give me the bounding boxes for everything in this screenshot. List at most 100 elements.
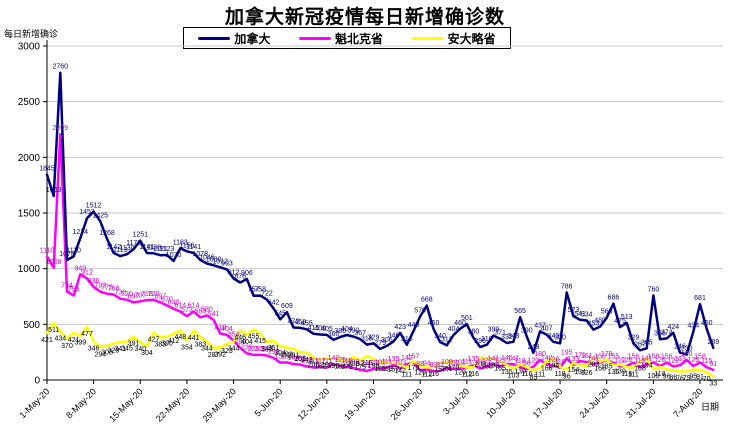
point-label-安大略省: 189 (368, 363, 380, 370)
point-label-安大略省: 308 (101, 350, 113, 357)
point-label-加拿大: 332 (501, 334, 513, 341)
point-label-加拿大: 455 (301, 320, 313, 327)
point-label-安大略省: 216 (361, 360, 373, 367)
point-label-加拿大: 267 (634, 341, 646, 348)
point-label-魁北克省: 1110 (40, 247, 55, 254)
point-label-魁北克省: 111 (461, 359, 472, 366)
point-label-安大略省: 446 (234, 334, 246, 341)
point-label-加拿大: 407 (541, 326, 553, 333)
point-label-魁北克省: 108 (441, 359, 453, 366)
point-label-安大略省: 203 (308, 361, 320, 368)
point-label-魁北克省: 121 (301, 358, 313, 365)
point-label-魁北克省: 239 (241, 344, 253, 351)
point-label-安大略省: 185 (481, 363, 493, 370)
point-label-魁北克省: 180 (681, 351, 693, 358)
point-label-安大略省: 341 (114, 346, 126, 353)
point-label-加拿大: 1130 (119, 245, 134, 252)
y-tick-label: 1000 (18, 264, 41, 275)
point-label-加拿大: 330 (554, 334, 566, 341)
point-label-加拿大: 405 (321, 326, 333, 333)
point-label-魁北克省: 707 (134, 292, 146, 299)
point-label-安大略省: 185 (601, 363, 613, 370)
point-label-安大略省: 329 (108, 347, 120, 354)
point-label-加拿大: 758 (254, 287, 266, 294)
point-label-安大略省: 203 (588, 361, 600, 368)
point-label-加拿大: 472 (288, 319, 300, 326)
x-tick-label: 31-Jul-20 (624, 386, 658, 420)
y-tick-label: 2000 (18, 153, 41, 164)
x-tick-label: 12-Jun-20 (296, 386, 332, 422)
point-label-加拿大: 1141 (186, 244, 201, 251)
point-label-魁北克省: 94 (423, 361, 431, 368)
point-label-安大略省: 477 (81, 331, 93, 338)
point-label-魁北克省: 142 (328, 355, 340, 362)
point-label-加拿大: 1156 (179, 242, 194, 249)
point-label-加拿大: 1176 (126, 240, 141, 247)
point-label-安大略省: 292 (214, 352, 226, 359)
point-label-安大略省: 427 (148, 337, 160, 344)
point-label-魁北克省: 161 (581, 353, 593, 360)
point-label-安大略省: 441 (188, 335, 200, 342)
x-tick-label: 29-May-20 (200, 386, 237, 423)
line-swatch-canada (198, 36, 231, 40)
point-label-加拿大: 1078 (193, 251, 209, 258)
chart-title: 加拿大新冠疫情每日新增确诊数 (224, 7, 505, 28)
point-label-加拿大: 343 (508, 333, 520, 340)
y-axis-title: 每日新增确诊 (4, 29, 59, 39)
point-label-加拿大: 230 (681, 345, 693, 352)
point-label-魁北克省: 126 (621, 357, 633, 364)
point-label-魁北克省: 614 (188, 303, 200, 310)
point-label-魁北克省: 195 (561, 349, 573, 356)
point-label-魁北克省: 354 (228, 332, 240, 339)
point-label-魁北克省: 133 (674, 356, 686, 363)
point-label-魁北克省: 697 (154, 293, 166, 300)
point-label-加拿大: 565 (514, 308, 526, 315)
point-label-魁北克省: 158 (594, 353, 606, 360)
point-label-加拿大: 329 (628, 334, 640, 341)
point-label-魁北克省: 88 (416, 361, 424, 368)
point-label-魁北克省: 126 (687, 357, 699, 364)
x-tick-label: 5-Jun-20 (252, 386, 284, 418)
point-label-魁北克省: 91 (709, 361, 717, 368)
point-label-魁北克省: 96 (523, 360, 531, 367)
point-label-安大略省: 161 (374, 366, 386, 373)
line-swatch-ontario (411, 36, 444, 40)
point-label-安大略省: 251 (294, 356, 306, 363)
point-label-安大略省: 383 (154, 341, 166, 348)
point-label-安大略省: 292 (281, 352, 293, 359)
point-label-安大略省: 170 (448, 365, 460, 372)
point-label-安大略省: 116 (468, 371, 479, 378)
point-label-加拿大: 329 (368, 334, 380, 341)
point-label-魁北克省: 80 (430, 362, 438, 369)
point-label-安大略省: 511 (48, 327, 59, 334)
point-label-安大略省: 390 (161, 341, 173, 348)
point-label-安大略省: 135 (501, 369, 513, 376)
point-label-安大略省: 370 (61, 343, 73, 350)
point-label-魁北克省: 670 (161, 296, 173, 303)
point-label-魁北克省: 158 (694, 353, 706, 360)
point-label-魁北克省: 125 (334, 357, 346, 364)
point-label-安大略省: 86 (669, 374, 677, 381)
point-label-魁北克省: 100 (448, 360, 460, 367)
point-label-加拿大: 246 (674, 344, 686, 351)
point-label-安大略省: 340 (134, 346, 146, 353)
point-label-加拿大: 409 (314, 326, 326, 333)
point-label-加拿大: 642 (268, 300, 280, 307)
point-label-加拿大: 371 (494, 330, 506, 337)
x-tick-label: 15-May-20 (107, 386, 144, 423)
point-label-魁北克省: 730 (114, 290, 126, 297)
x-tick-label: 10-Jul-20 (484, 386, 518, 420)
point-label-魁北克省: 122 (667, 357, 679, 364)
x-tick-label: 3-Jul-20 (441, 386, 471, 416)
point-label-魁北克省: 198 (268, 349, 280, 356)
x-tick-label: 7-Aug-20 (671, 386, 704, 419)
point-label-安大略省: 294 (94, 351, 106, 358)
point-label-安大略省: 118 (654, 371, 665, 378)
point-label-安大略省: 343 (261, 346, 273, 353)
point-label-安大略省: 103 (508, 373, 520, 380)
point-label-安大略省: 111 (628, 372, 639, 379)
point-label-加拿大: 786 (561, 284, 573, 291)
line-swatch-quebec (298, 36, 331, 40)
point-label-魁北克省: 145 (501, 355, 513, 362)
point-label-安大略省: 165 (494, 366, 506, 373)
